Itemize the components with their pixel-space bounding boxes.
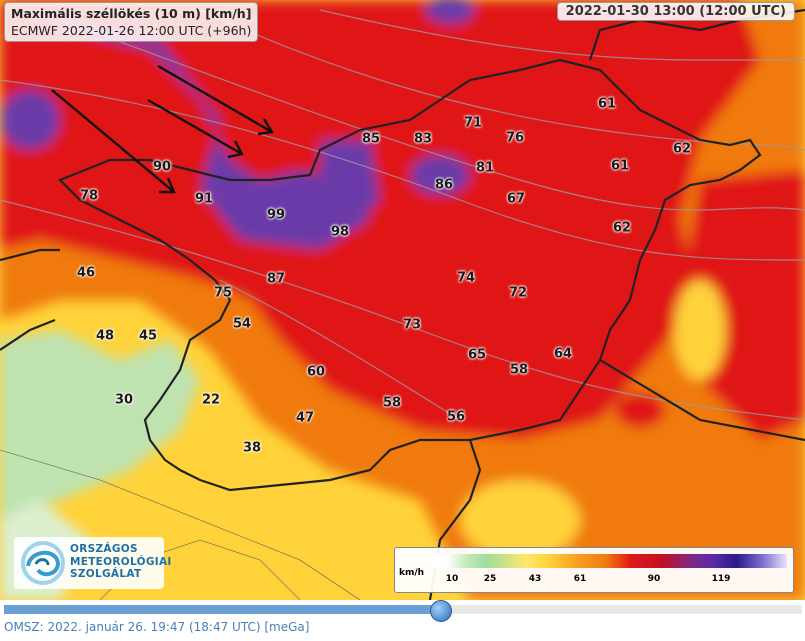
value-label: 62 — [672, 141, 692, 157]
value-label: 81 — [475, 160, 495, 176]
swirl-logo-icon — [21, 541, 65, 585]
value-label: 71 — [463, 115, 483, 131]
value-label: 30 — [114, 392, 134, 408]
value-label: 91 — [194, 191, 214, 207]
map-title-box: Maximális széllökés (10 m) [km/h] ECMWF … — [4, 2, 259, 42]
value-label: 78 — [79, 188, 99, 204]
value-label: 38 — [242, 440, 262, 456]
color-legend: km/h 10 25 43 61 90 119 — [394, 547, 794, 593]
time-slider-fill — [4, 605, 440, 614]
legend-tick: 61 — [573, 574, 587, 584]
logo-line: METEOROLÓGIAI — [70, 555, 172, 568]
value-label: 85 — [361, 131, 381, 147]
value-label: 64 — [553, 346, 573, 362]
value-label: 45 — [138, 328, 158, 344]
value-label: 46 — [76, 265, 96, 281]
value-label: 67 — [506, 191, 526, 207]
omsz-logo: ORSZÁGOS METEOROLÓGIAI SZOLGÁLAT — [14, 537, 171, 589]
value-label: 99 — [266, 207, 286, 223]
model-run: ECMWF 2022-01-26 12:00 UTC (+96h) — [11, 23, 252, 38]
legend-tick: 119 — [711, 574, 731, 584]
legend-tick: 43 — [528, 574, 542, 584]
value-label: 54 — [232, 316, 252, 332]
wind-gust-map — [0, 0, 805, 600]
map-title: Maximális széllökés (10 m) [km/h] — [11, 6, 252, 21]
value-label: 75 — [213, 285, 233, 301]
value-label: 74 — [456, 270, 476, 286]
value-label: 90 — [152, 159, 172, 175]
value-label: 98 — [330, 224, 350, 240]
value-label: 83 — [413, 131, 433, 147]
value-label: 62 — [612, 220, 632, 236]
value-label: 61 — [610, 158, 630, 174]
value-label: 72 — [508, 285, 528, 301]
value-label: 73 — [402, 317, 422, 333]
legend-tick: 10 — [445, 574, 459, 584]
legend-tick: 90 — [647, 574, 661, 584]
value-label: 47 — [295, 410, 315, 426]
value-label: 56 — [446, 409, 466, 425]
value-label: 61 — [597, 96, 617, 112]
value-label: 58 — [382, 395, 402, 411]
value-label: 58 — [509, 362, 529, 378]
value-label: 86 — [434, 177, 454, 193]
value-label: 76 — [505, 130, 525, 146]
logo-line: SZOLGÁLAT — [70, 568, 142, 580]
valid-time: 2022-01-30 13:00 (12:00 UTC) — [556, 2, 795, 21]
value-label: 48 — [95, 328, 115, 344]
legend-color-bar — [425, 554, 787, 568]
logo-line: ORSZÁGOS — [70, 543, 138, 555]
value-label: 60 — [306, 364, 326, 380]
legend-unit: km/h — [399, 568, 425, 578]
time-slider-handle[interactable] — [430, 600, 452, 622]
value-label: 22 — [201, 392, 221, 408]
legend-tick: 25 — [483, 574, 497, 584]
value-label: 87 — [266, 271, 286, 287]
value-label: 65 — [467, 347, 487, 363]
issue-info: OMSZ: 2022. január 26. 19:47 (18:47 UTC)… — [4, 620, 310, 634]
